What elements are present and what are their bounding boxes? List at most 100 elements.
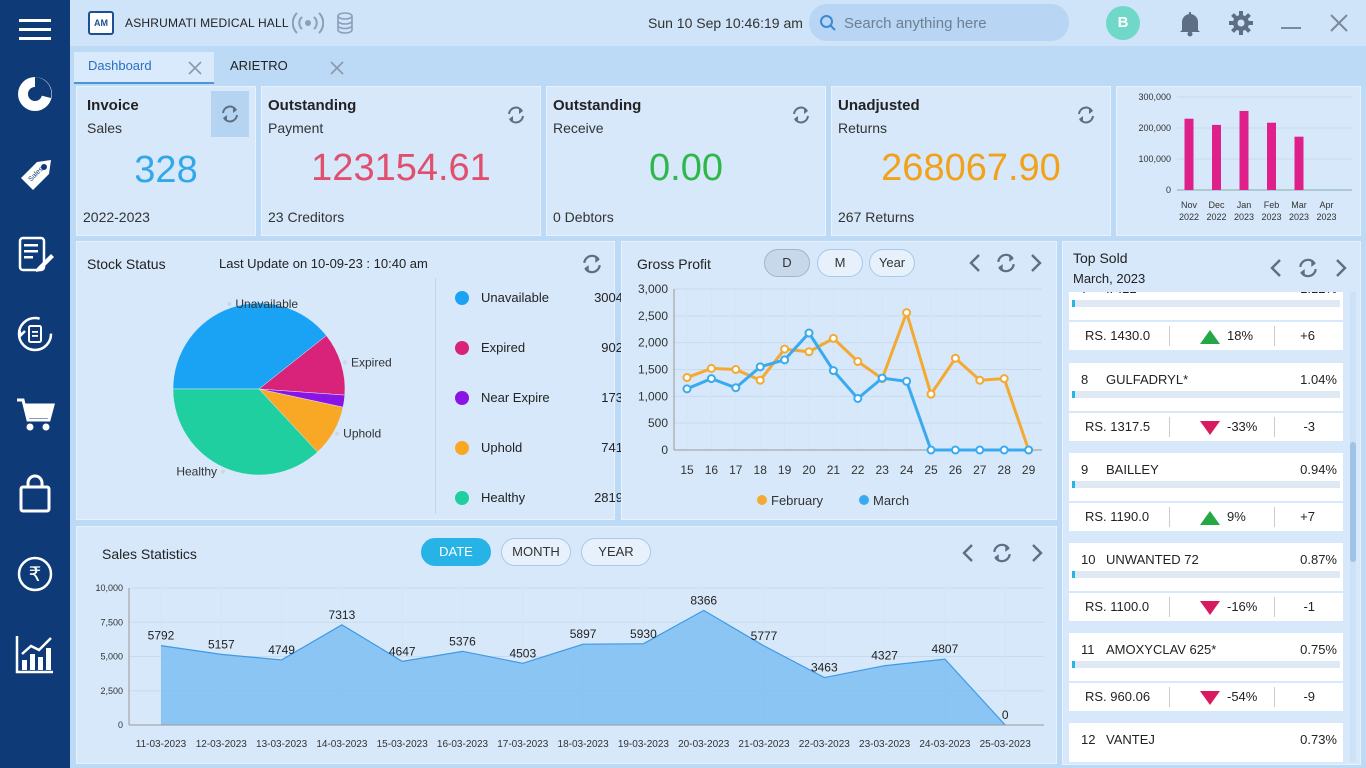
refresh-icon[interactable] <box>1076 105 1096 125</box>
close-tab-icon[interactable] <box>188 61 202 75</box>
list-item[interactable]: 8 GULFADRYL* 1.04% RS. 1317.5 -33% -3 <box>1069 363 1343 447</box>
scrollbar-thumb[interactable] <box>1350 442 1356 562</box>
refresh-button[interactable] <box>211 91 249 137</box>
list-item[interactable]: 12 VANTEJ 0.73% <box>1069 723 1343 762</box>
top-sold-period: March, 2023 <box>1073 271 1146 286</box>
x-tick-label: 25-03-2023 <box>980 739 1032 750</box>
trend-up-icon <box>1200 330 1220 344</box>
refresh-icon[interactable] <box>506 105 526 125</box>
x-tick-label: 19-03-2023 <box>618 739 670 750</box>
period-year-button[interactable]: Year <box>869 249 915 277</box>
list-item[interactable]: 7 IPILL 1.12% RS. 1430.0 18% +6 <box>1069 292 1343 356</box>
data-point <box>950 353 960 363</box>
item-share: 0.87% <box>1300 552 1337 567</box>
gross-profit-panel: Gross Profit D M Year 0 500 1,000 1,500 2,00… <box>621 241 1057 520</box>
chevron-left-icon[interactable] <box>959 542 977 564</box>
legend-near-expire[interactable]: Near Expire 173 <box>443 388 623 408</box>
cart-icon[interactable] <box>0 384 70 444</box>
shopping-bag-icon[interactable] <box>0 464 70 524</box>
dashboard-pie-icon[interactable] <box>0 64 70 124</box>
data-point <box>755 375 765 385</box>
data-point <box>975 375 985 385</box>
data-point <box>828 333 838 343</box>
rupee-icon[interactable]: ₹ <box>0 544 70 604</box>
period-day-button[interactable]: D <box>764 249 810 277</box>
x-tick-label: 11-03-2023 <box>136 739 187 750</box>
x-tick-label: 14-03-2023 <box>316 739 368 750</box>
close-window-icon[interactable] <box>1328 12 1350 34</box>
list-item[interactable]: 9 BAILLEY 0.94% RS. 1190.0 9% +7 <box>1069 453 1343 537</box>
tab-arietro[interactable]: ARIETRO <box>216 52 356 84</box>
monthly-sales-bar-chart-card: 0 100,000 200,000 300,000 Nov 2022 Dec 2022 Jan 2… <box>1116 86 1361 236</box>
share-bar <box>1072 481 1340 488</box>
gross-profit-title: Gross Profit <box>637 256 711 272</box>
legend-unavailable[interactable]: Unavailable 3004 <box>443 288 623 308</box>
tab-dashboard[interactable]: Dashboard <box>74 52 214 84</box>
data-point <box>975 445 985 455</box>
analytics-chart-icon[interactable] <box>0 624 70 684</box>
pie-label: Expired <box>351 355 392 369</box>
x-tick-label: 2023 <box>1234 212 1254 222</box>
card-footer: 0 Debtors <box>553 209 614 225</box>
period-year-button[interactable]: YEAR <box>581 538 651 566</box>
datetime: Sun 10 Sep 10:46:19 am <box>648 15 803 31</box>
list-item[interactable]: 11 AMOXYCLAV 625* 0.75% RS. 960.06 -54% … <box>1069 633 1343 717</box>
menu-icon[interactable] <box>0 0 70 60</box>
legend-healthy[interactable]: Healthy 2819 <box>443 488 623 508</box>
x-tick-label: Jan <box>1237 200 1252 210</box>
x-tick-label: 17-03-2023 <box>497 739 549 750</box>
data-point <box>902 308 912 318</box>
chevron-right-icon[interactable] <box>1027 252 1045 274</box>
x-tick-label: 2023 <box>1261 212 1281 222</box>
period-month-button[interactable]: M <box>817 249 863 277</box>
minimize-icon[interactable] <box>1280 12 1302 34</box>
list-item[interactable]: 10 UNWANTED 72 0.87% RS. 1100.0 -16% -1 <box>1069 543 1343 627</box>
top-sold-list: 7 IPILL 1.12% RS. 1430.0 18% +6 8 GULFAD… <box>1069 292 1345 762</box>
y-tick-label: 0 <box>661 443 668 457</box>
data-label: 5897 <box>570 627 597 641</box>
separator <box>1274 687 1275 707</box>
pie-label: Unavailable <box>235 297 298 311</box>
y-tick-label: 10,000 <box>95 583 123 593</box>
y-tick-label: 0 <box>118 720 123 730</box>
chevron-right-icon[interactable] <box>1332 257 1350 279</box>
user-avatar[interactable]: B <box>1106 6 1140 40</box>
chevron-left-icon[interactable] <box>1267 257 1285 279</box>
scrollbar[interactable] <box>1350 292 1356 762</box>
data-label: 7313 <box>329 608 356 622</box>
legend-uphold[interactable]: Uphold 741 <box>443 438 623 458</box>
period-date-button[interactable]: DATE <box>421 538 491 566</box>
x-tick-label: 19 <box>778 463 792 477</box>
refresh-icon[interactable] <box>581 253 603 275</box>
legend-expired[interactable]: Expired 902 <box>443 338 623 358</box>
notification-bell-icon[interactable] <box>1178 11 1202 37</box>
search-input[interactable] <box>844 12 1054 34</box>
y-tick-label: 0 <box>1166 185 1171 195</box>
close-tab-icon[interactable] <box>330 61 344 75</box>
search-box[interactable] <box>809 4 1069 41</box>
data-point <box>706 363 716 373</box>
refresh-icon[interactable] <box>1297 257 1319 279</box>
refresh-icon[interactable] <box>995 252 1017 274</box>
unadjusted-returns-card: Unadjusted Returns 268067.90 267 Returns <box>831 86 1111 236</box>
pie-label: Uphold <box>343 427 381 441</box>
refresh-icon[interactable] <box>991 542 1013 564</box>
returns-document-icon[interactable] <box>0 304 70 364</box>
connection-status-icon[interactable] <box>292 12 324 34</box>
legend-value: 3004 <box>594 290 623 305</box>
chevron-left-icon[interactable] <box>966 252 984 274</box>
list-item-details: RS. 1317.5 -33% -3 <box>1069 413 1343 441</box>
sales-tag-icon[interactable]: Sales <box>0 144 70 204</box>
settings-gear-icon[interactable] <box>1228 10 1254 36</box>
item-qty: +6 <box>1300 328 1315 343</box>
item-price: RS. 1190.0 <box>1085 509 1150 524</box>
refresh-icon[interactable] <box>791 105 811 125</box>
x-tick-label: 24 <box>900 463 914 477</box>
item-price: RS. 1317.5 <box>1085 419 1151 434</box>
database-icon[interactable] <box>336 12 354 34</box>
x-tick-label: 20 <box>802 463 816 477</box>
period-month-button[interactable]: MONTH <box>501 538 571 566</box>
chevron-right-icon[interactable] <box>1028 542 1046 564</box>
reports-edit-icon[interactable] <box>0 224 70 284</box>
data-point <box>999 445 1009 455</box>
